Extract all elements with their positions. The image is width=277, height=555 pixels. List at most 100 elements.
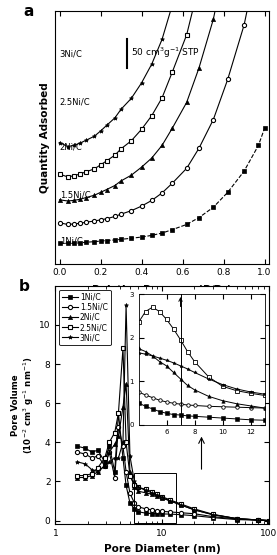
1.5Ni/C	[169, 508, 172, 515]
X-axis label: Relative Pressure (P/P$_0$): Relative Pressure (P/P$_0$)	[91, 283, 233, 297]
Text: 2Ni/C: 2Ni/C	[60, 143, 83, 152]
1.5Ni/C	[96, 453, 99, 460]
2Ni/C	[150, 491, 153, 497]
1Ni/C	[121, 455, 125, 461]
2Ni/C	[179, 502, 183, 508]
1Ni/C	[113, 468, 116, 475]
Legend: 1Ni/C, 1.5Ni/C, 2Ni/C, 2.5Ni/C, 3Ni/C: 1Ni/C, 1.5Ni/C, 2Ni/C, 2.5Ni/C, 3Ni/C	[59, 290, 111, 345]
2.5Ni/C	[137, 484, 140, 491]
3Ni/C	[103, 462, 106, 469]
1.5Ni/C	[150, 507, 153, 513]
Y-axis label: Pore Volume
(10$^{-2}$ cm$^3$ g$^{-1}$ nm$^{-1}$): Pore Volume (10$^{-2}$ cm$^3$ g$^{-1}$ n…	[11, 356, 36, 454]
3Ni/C	[267, 517, 270, 524]
1Ni/C	[235, 516, 238, 523]
2Ni/C	[128, 468, 132, 475]
3Ni/C	[211, 511, 215, 518]
2Ni/C	[113, 441, 116, 447]
Line: 3Ni/C: 3Ni/C	[75, 303, 271, 523]
2.5Ni/C	[160, 493, 164, 500]
1.5Ni/C	[113, 474, 116, 481]
Y-axis label: Quantity Adsorbed: Quantity Adsorbed	[40, 82, 50, 193]
1Ni/C	[193, 512, 196, 519]
2.5Ni/C	[133, 482, 136, 489]
Text: 2.5Ni/C: 2.5Ni/C	[60, 98, 90, 107]
3Ni/C	[193, 507, 196, 513]
1.5Ni/C	[193, 511, 196, 517]
3Ni/C	[235, 515, 238, 522]
2.5Ni/C	[144, 486, 147, 493]
3Ni/C	[96, 468, 99, 475]
1Ni/C	[133, 506, 136, 512]
2.5Ni/C	[90, 470, 94, 477]
1.5Ni/C	[128, 490, 132, 497]
1Ni/C	[83, 445, 87, 452]
1Ni/C	[137, 508, 140, 515]
1.5Ni/C	[155, 507, 159, 514]
2.5Ni/C	[124, 439, 128, 446]
3Ni/C	[155, 492, 159, 498]
1.5Ni/C	[103, 462, 106, 469]
2.5Ni/C	[169, 497, 172, 503]
1.5Ni/C	[90, 455, 94, 461]
1Ni/C	[150, 510, 153, 517]
2.5Ni/C	[150, 488, 153, 495]
2Ni/C	[160, 495, 164, 501]
3Ni/C	[83, 461, 87, 467]
2Ni/C	[107, 449, 111, 456]
Line: 2.5Ni/C: 2.5Ni/C	[75, 346, 271, 523]
X-axis label: Pore Diameter (nm): Pore Diameter (nm)	[104, 544, 220, 554]
Line: 2Ni/C: 2Ni/C	[75, 381, 271, 523]
2.5Ni/C	[193, 506, 196, 512]
2.5Ni/C	[235, 515, 238, 522]
2Ni/C	[211, 511, 215, 518]
1.5Ni/C	[211, 513, 215, 520]
3Ni/C	[179, 502, 183, 508]
Text: 50 cm$^3$g$^{-1}$ STP: 50 cm$^3$g$^{-1}$ STP	[131, 46, 200, 60]
2Ni/C	[169, 498, 172, 504]
2Ni/C	[90, 472, 94, 479]
1.5Ni/C	[144, 506, 147, 512]
3Ni/C	[137, 484, 140, 491]
1Ni/C	[128, 500, 132, 506]
2Ni/C	[83, 474, 87, 481]
3Ni/C	[121, 439, 125, 446]
1.5Ni/C	[121, 443, 125, 450]
1Ni/C	[124, 482, 128, 489]
1Ni/C	[169, 511, 172, 517]
Text: 3Ni/C: 3Ni/C	[60, 49, 83, 58]
2.5Ni/C	[96, 465, 99, 471]
2Ni/C	[193, 507, 196, 513]
2.5Ni/C	[103, 455, 106, 461]
1.5Ni/C	[235, 516, 238, 522]
2.5Ni/C	[83, 472, 87, 479]
3Ni/C	[107, 458, 111, 465]
3Ni/C	[76, 458, 79, 465]
1.5Ni/C	[124, 468, 128, 475]
2Ni/C	[155, 493, 159, 500]
1Ni/C	[96, 447, 99, 453]
1.5Ni/C	[179, 509, 183, 516]
3Ni/C	[117, 455, 120, 461]
3Ni/C	[169, 498, 172, 504]
2Ni/C	[103, 462, 106, 469]
Bar	[134, 473, 176, 523]
2Ni/C	[267, 517, 270, 524]
2Ni/C	[124, 380, 128, 387]
1Ni/C	[90, 449, 94, 456]
3Ni/C	[133, 478, 136, 485]
2Ni/C	[133, 484, 136, 491]
3Ni/C	[128, 453, 132, 460]
3Ni/C	[160, 494, 164, 501]
3Ni/C	[90, 466, 94, 473]
3Ni/C	[257, 517, 260, 523]
Text: b: b	[19, 279, 30, 294]
Text: 1.5Ni/C: 1.5Ni/C	[60, 191, 90, 200]
3Ni/C	[124, 302, 128, 309]
1.5Ni/C	[257, 517, 260, 523]
3Ni/C	[150, 490, 153, 496]
2Ni/C	[257, 517, 260, 523]
1Ni/C	[117, 410, 120, 416]
1.5Ni/C	[133, 500, 136, 506]
1Ni/C	[155, 511, 159, 517]
1Ni/C	[179, 511, 183, 518]
